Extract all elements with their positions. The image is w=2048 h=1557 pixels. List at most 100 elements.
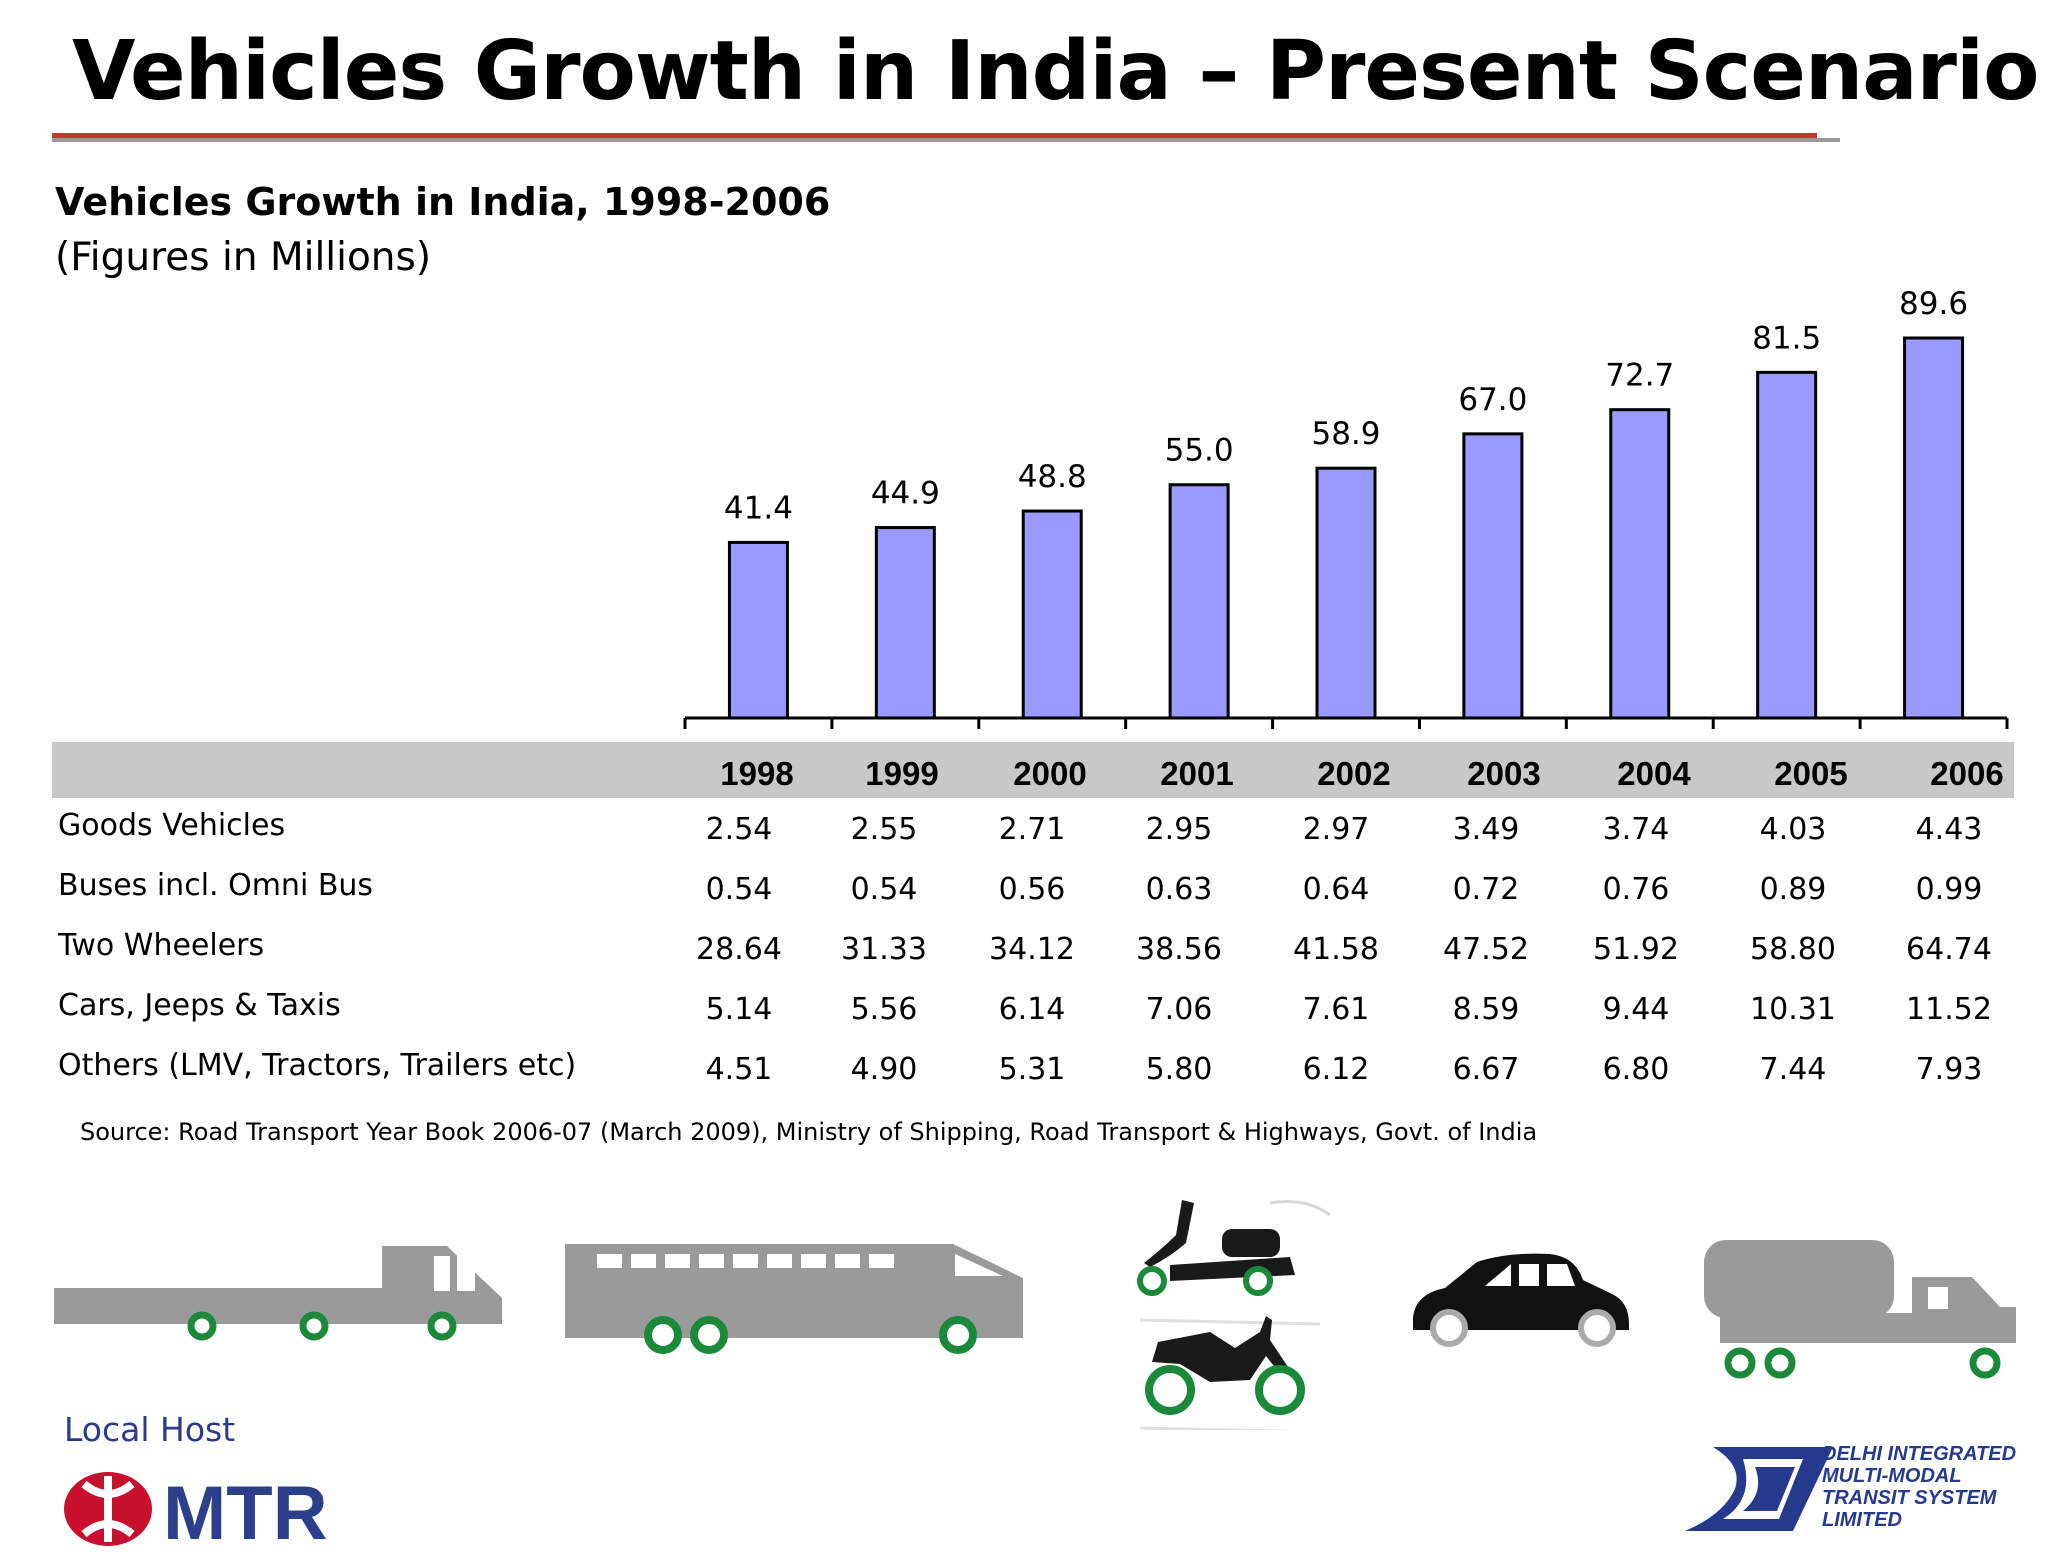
- bar-chart: 41.4 44.9 48.8 55.0 58.9 67.0 72.7 81.5 89.6: [683, 286, 2009, 729]
- table-cell: 4.43: [1915, 812, 1983, 847]
- mtr-logo-icon: [64, 1472, 152, 1546]
- bar-value-label-2006: 89.6: [1899, 286, 1968, 322]
- bar-value-label-2004: 72.7: [1605, 358, 1674, 394]
- dimts-line-2: MULTI-MODAL: [1822, 1465, 1962, 1487]
- table-cell: 64.74: [1906, 932, 1992, 967]
- table-cell: 0.54: [850, 872, 918, 907]
- table-cell: 10.31: [1750, 992, 1836, 1027]
- scooter-icon: [1137, 1200, 1330, 1296]
- table-cell: 5.56: [850, 992, 918, 1027]
- table-cell: 3.49: [1452, 812, 1520, 847]
- table-cell: 34.12: [989, 932, 1075, 967]
- table-cell: 58.80: [1750, 932, 1836, 967]
- table-header-band: [52, 742, 2014, 798]
- dimts-logo-text: DELHI INTEGRATED MULTI-MODAL TRANSIT SYS…: [1822, 1443, 2042, 1531]
- table-cell: 4.03: [1759, 812, 1827, 847]
- table-cell: 0.56: [998, 872, 1066, 907]
- table-cell: 11.52: [1906, 992, 1992, 1027]
- source-note: Source: Road Transport Year Book 2006-07…: [80, 1118, 1538, 1146]
- table-row-label: Buses incl. Omni Bus: [58, 868, 374, 903]
- bar-value-label-2000: 48.8: [1018, 459, 1087, 495]
- table-row-label: Two Wheelers: [58, 928, 265, 963]
- table-year-header: 2001: [1160, 755, 1234, 792]
- table-year-header: 2000: [1013, 755, 1087, 792]
- bar-2004: [1609, 408, 1671, 720]
- table-row-label: Others (LMV, Tractors, Trailers etc): [58, 1048, 577, 1083]
- bar-2001: [1168, 483, 1230, 720]
- table-year-header: 2004: [1617, 755, 1691, 792]
- table-cell: 2.54: [705, 812, 773, 847]
- dimts-line-4: LIMITED: [1822, 1509, 1902, 1531]
- table-cell: 6.80: [1602, 1052, 1670, 1087]
- table-cell: 7.44: [1759, 1052, 1827, 1087]
- chart-unit-note: (Figures in Millions): [55, 235, 432, 280]
- table-cell: 9.44: [1602, 992, 1670, 1027]
- table-cell: 51.92: [1593, 932, 1679, 967]
- motorcycle-icon: [1140, 1316, 1320, 1430]
- bar-2006: [1903, 336, 1965, 720]
- title-divider-grey: [52, 138, 1840, 142]
- table-cell: 6.14: [998, 992, 1066, 1027]
- table-cell: 2.95: [1145, 812, 1213, 847]
- bar-value-label-2001: 55.0: [1165, 433, 1234, 469]
- table-cell: 6.67: [1452, 1052, 1520, 1087]
- table-cell: 5.14: [705, 992, 773, 1027]
- mtr-logo-text: MTR: [163, 1471, 328, 1556]
- table-row-label: Cars, Jeeps & Taxis: [58, 988, 341, 1023]
- table-cell: 28.64: [696, 932, 782, 967]
- table-cell: 0.99: [1915, 872, 1983, 907]
- table-year-header: 2006: [1930, 755, 2004, 792]
- bar-value-label-2003: 67.0: [1458, 382, 1527, 418]
- table-cell: 0.72: [1452, 872, 1520, 907]
- dimts-logo-icon: [1685, 1447, 1833, 1531]
- bar-2002: [1315, 466, 1377, 720]
- dimts-line-3: TRANSIT SYSTEM: [1822, 1487, 1997, 1509]
- table-cell: 0.63: [1145, 872, 1213, 907]
- table-cell: 2.55: [850, 812, 918, 847]
- table-cell: 7.61: [1302, 992, 1370, 1027]
- bar-1998: [727, 540, 789, 720]
- table-cell: 3.74: [1602, 812, 1670, 847]
- table-cell: 4.90: [850, 1052, 918, 1087]
- table-cell: 0.76: [1602, 872, 1670, 907]
- table-year-header: 2002: [1317, 755, 1391, 792]
- bar-1999: [874, 526, 936, 720]
- table-cell: 31.33: [841, 932, 927, 967]
- table-cell: 0.89: [1759, 872, 1827, 907]
- table-cell: 5.80: [1145, 1052, 1213, 1087]
- table-cell: 7.06: [1145, 992, 1213, 1027]
- title-divider: [52, 133, 1840, 145]
- bus-icon: [565, 1244, 1023, 1354]
- table-cell: 7.93: [1915, 1052, 1983, 1087]
- tanker-truck-icon: [1704, 1240, 2016, 1379]
- table-cell: 8.59: [1452, 992, 1520, 1027]
- table-cell: 5.31: [998, 1052, 1066, 1087]
- table-row-label: Goods Vehicles: [58, 808, 286, 843]
- car-icon: [1413, 1253, 1629, 1347]
- bar-2003: [1462, 432, 1524, 720]
- dimts-line-1: DELHI INTEGRATED: [1822, 1443, 2017, 1465]
- bar-value-label-1998: 41.4: [724, 490, 793, 526]
- table-year-header: 2003: [1467, 755, 1541, 792]
- table-year-header: 1999: [865, 755, 939, 792]
- page-title: Vehicles Growth in India – Present Scena…: [72, 24, 2039, 119]
- table-cell: 0.54: [705, 872, 773, 907]
- chart-title: Vehicles Growth in India, 1998-2006: [55, 180, 831, 224]
- table-cell: 38.56: [1136, 932, 1222, 967]
- table-year-header: 2005: [1774, 755, 1848, 792]
- table-cell: 6.12: [1302, 1052, 1370, 1087]
- bar-2000: [1021, 509, 1083, 720]
- title-divider-red: [52, 133, 1817, 138]
- table-cell: 2.71: [998, 812, 1066, 847]
- bar-2005: [1756, 370, 1818, 720]
- table-cell: 4.51: [705, 1052, 773, 1087]
- bar-value-label-1999: 44.9: [871, 476, 940, 512]
- local-host-label: Local Host: [64, 1410, 236, 1449]
- bar-value-label-2002: 58.9: [1311, 416, 1380, 452]
- table-cell: 0.64: [1302, 872, 1370, 907]
- table-cell: 41.58: [1293, 932, 1379, 967]
- table-cell: 47.52: [1443, 932, 1529, 967]
- flatbed-truck-icon: [54, 1246, 502, 1341]
- table-year-header: 1998: [720, 755, 794, 792]
- table-cell: 2.97: [1302, 812, 1370, 847]
